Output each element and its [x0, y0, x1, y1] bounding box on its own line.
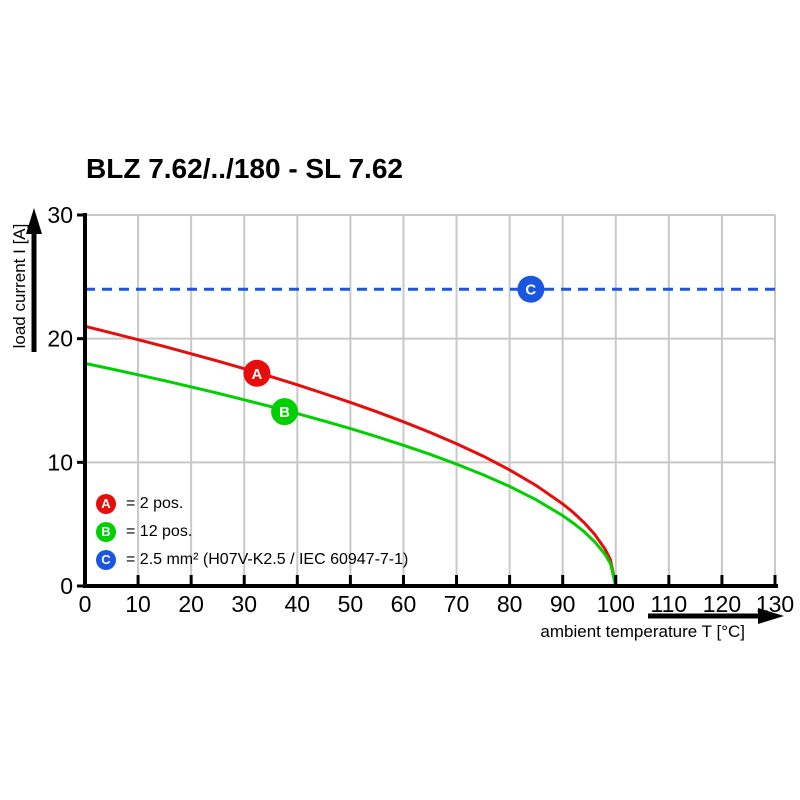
axes	[77, 213, 778, 588]
legend-marker-b-icon: B	[96, 522, 116, 542]
svg-text:40: 40	[285, 591, 311, 617]
x-axis-label: ambient temperature T [°C]	[540, 622, 745, 641]
gridlines	[85, 214, 776, 584]
svg-text:10: 10	[125, 591, 151, 617]
axis-arrows	[26, 208, 784, 624]
svg-text:A: A	[252, 366, 263, 383]
legend: A = 2 pos. B = 12 pos. C = 2.5 mm² (H07V…	[96, 494, 408, 578]
svg-text:120: 120	[703, 591, 741, 617]
legend-marker-c-icon: C	[96, 550, 116, 570]
legend-item-c: C = 2.5 mm² (H07V-K2.5 / IEC 60947-7-1)	[96, 550, 408, 570]
legend-label-c: = 2.5 mm² (H07V-K2.5 / IEC 60947-7-1)	[126, 551, 409, 568]
svg-text:80: 80	[497, 591, 523, 617]
svg-text:100: 100	[597, 591, 635, 617]
svg-text:20: 20	[178, 591, 204, 617]
legend-label-b: = 12 pos.	[126, 523, 193, 540]
y-axis-label: load current I [A]	[10, 223, 29, 349]
marker-C: C	[517, 275, 545, 303]
legend-label-a: = 2 pos.	[126, 495, 184, 512]
marker-A: A	[243, 359, 271, 387]
svg-text:110: 110	[651, 591, 688, 617]
svg-text:30: 30	[231, 591, 257, 617]
svg-text:60: 60	[391, 591, 417, 617]
svg-text:30: 30	[47, 202, 73, 228]
svg-text:B: B	[279, 404, 290, 421]
legend-item-b: B = 12 pos.	[96, 522, 408, 542]
svg-text:50: 50	[338, 591, 364, 617]
legend-marker-a-icon: A	[96, 494, 116, 514]
svg-text:10: 10	[47, 449, 73, 475]
series-A-curve	[84, 324, 618, 587]
svg-text:20: 20	[47, 326, 73, 352]
chart-title: BLZ 7.62/../180 - SL 7.62	[86, 153, 403, 184]
legend-item-a: A = 2 pos.	[96, 494, 408, 514]
svg-text:0: 0	[60, 573, 73, 599]
svg-text:0: 0	[79, 591, 92, 617]
svg-text:90: 90	[550, 591, 576, 617]
svg-text:70: 70	[444, 591, 470, 617]
svg-text:C: C	[525, 282, 536, 299]
marker-B: B	[271, 398, 299, 426]
series-B-curve	[84, 361, 618, 587]
